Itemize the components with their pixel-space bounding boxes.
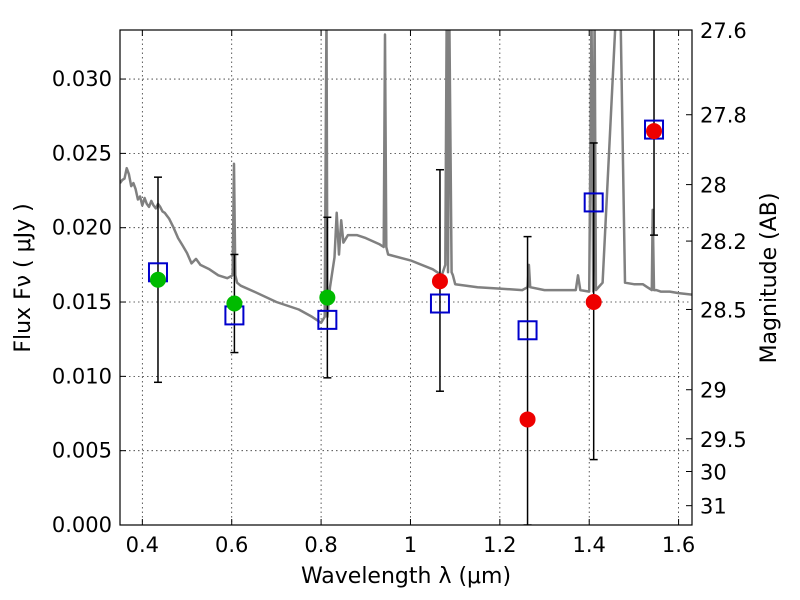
y-tick-label: 0.025 [52, 141, 112, 165]
model-flux-square [429, 293, 450, 314]
y-tick-label: 0.020 [52, 216, 112, 240]
observed-flux-point [319, 289, 336, 306]
y-tick-label: 0.010 [52, 364, 112, 388]
ticks: 0.4 0.6 0.8 1 1.2 1.4 1.6 0.000 0.005 0.010 0.015 0… [52, 19, 747, 557]
x-tick-label: 1.4 [573, 533, 606, 557]
y2-tick-label: 30 [700, 460, 727, 484]
x-tick-label: 1.2 [483, 533, 516, 557]
observed-flux-point [226, 295, 243, 312]
x-tick-label: 0.4 [126, 533, 159, 557]
x-tick-label: 1 [404, 533, 417, 557]
marker-layer [147, 119, 665, 428]
y2-axis-label: Magnitude (AB) [757, 193, 782, 364]
observed-flux-point [585, 294, 602, 311]
observed-flux-point [431, 273, 448, 290]
grid [120, 30, 692, 525]
x-tick-label: 0.6 [215, 533, 248, 557]
y2-tick-label: 29.5 [700, 428, 747, 452]
y2-tick-label: 27.6 [700, 19, 747, 43]
x-tick-label: 0.8 [304, 533, 337, 557]
y2-tick-label: 27.8 [700, 104, 747, 128]
y-tick-label: 0.000 [52, 513, 112, 537]
y2-tick-label: 28.5 [700, 298, 747, 322]
observed-flux-point [149, 271, 166, 288]
model-flux-square [583, 192, 604, 213]
y-tick-label: 0.030 [52, 67, 112, 91]
model-flux-square [517, 320, 538, 341]
y2-tick-label: 31 [700, 495, 727, 519]
y2-tick-label: 28.2 [700, 230, 747, 254]
x-tick-label: 1.6 [662, 533, 695, 557]
y2-tick-label: 28 [700, 174, 727, 198]
y-axis-label: Flux Fν ( μJy ) [11, 203, 36, 352]
observed-flux-point [519, 411, 536, 428]
y-tick-label: 0.015 [52, 290, 112, 314]
x-axis-label: Wavelength λ (μm) [301, 564, 511, 589]
model-flux-square [317, 309, 338, 330]
observed-flux-point [646, 123, 663, 140]
y2-tick-label: 29 [700, 379, 727, 403]
plot-frame [119, 29, 693, 526]
y-tick-label: 0.005 [52, 439, 112, 463]
